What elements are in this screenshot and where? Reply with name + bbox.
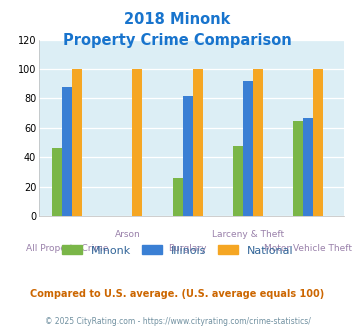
- Bar: [293, 120, 303, 216]
- Bar: [72, 69, 82, 216]
- Bar: [183, 95, 193, 216]
- Text: Arson: Arson: [115, 230, 140, 239]
- Bar: [243, 81, 253, 216]
- Text: All Property Crime: All Property Crime: [26, 244, 108, 253]
- Text: Larceny & Theft: Larceny & Theft: [212, 230, 284, 239]
- Legend: Minonk, Illinois, National: Minonk, Illinois, National: [58, 241, 297, 260]
- Text: Property Crime Comparison: Property Crime Comparison: [63, 33, 292, 48]
- Bar: [132, 69, 142, 216]
- Text: 2018 Minonk: 2018 Minonk: [124, 12, 231, 26]
- Text: Burglary: Burglary: [168, 244, 207, 253]
- Bar: [173, 178, 183, 216]
- Bar: [52, 148, 62, 216]
- Text: © 2025 CityRating.com - https://www.cityrating.com/crime-statistics/: © 2025 CityRating.com - https://www.city…: [45, 317, 310, 326]
- Text: Motor Vehicle Theft: Motor Vehicle Theft: [264, 244, 352, 253]
- Bar: [233, 146, 243, 216]
- Bar: [253, 69, 263, 216]
- Bar: [62, 87, 72, 216]
- Bar: [303, 117, 313, 216]
- Bar: [313, 69, 323, 216]
- Bar: [193, 69, 203, 216]
- Text: Compared to U.S. average. (U.S. average equals 100): Compared to U.S. average. (U.S. average …: [31, 289, 324, 299]
